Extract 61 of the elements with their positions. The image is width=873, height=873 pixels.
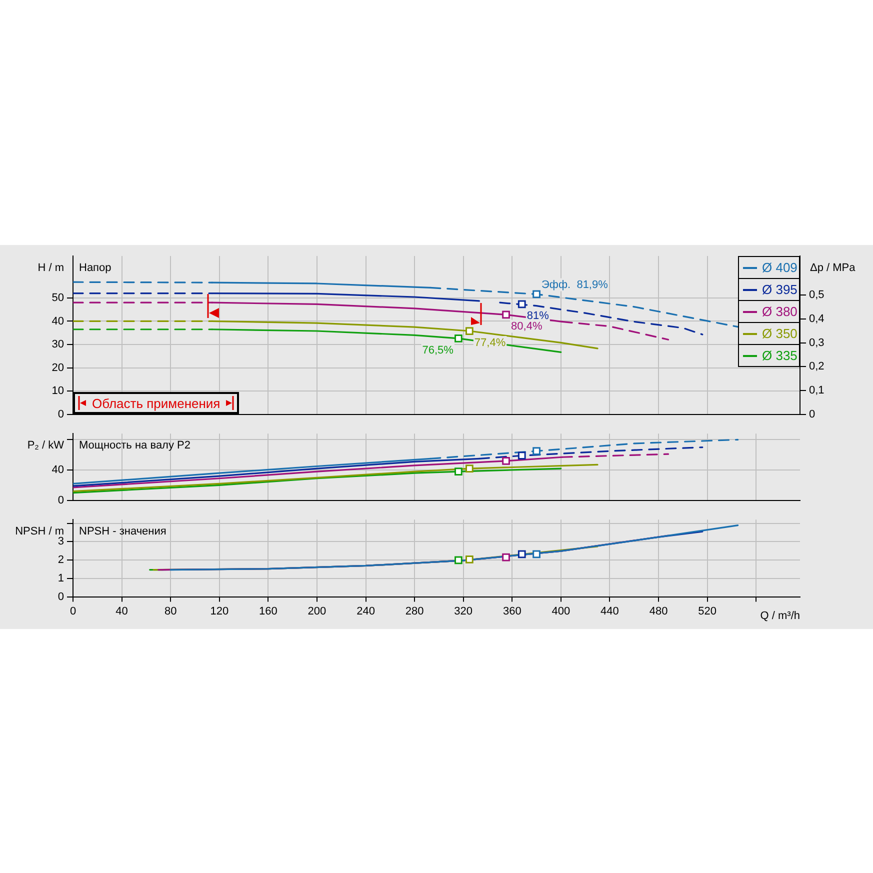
- legend-label: Ø 380: [762, 304, 798, 319]
- point: [518, 300, 526, 308]
- point: [502, 310, 510, 319]
- x-tick-label: 40: [116, 605, 128, 618]
- text: Мощность на валу P2: [79, 440, 190, 452]
- legend-label: Ø 350: [762, 326, 798, 341]
- point: [502, 456, 510, 465]
- annotation: Область применения: [92, 396, 220, 411]
- annotation: 80,4%: [511, 320, 542, 333]
- y-tick-label: 40: [52, 315, 64, 328]
- y2-tick-label: 0,3: [809, 336, 824, 349]
- y2-tick-label: 0,2: [809, 360, 824, 373]
- point: [518, 452, 526, 460]
- y-tick-label: 1: [58, 572, 64, 584]
- point: [466, 464, 474, 472]
- x-tick-label: 520: [698, 605, 716, 618]
- x-axis-title: Q / m³/h: [760, 610, 800, 622]
- annotation: 77,4%: [474, 337, 506, 350]
- y2-axis-title: Δp / MPa: [810, 262, 856, 274]
- point: [454, 468, 462, 476]
- y-tick-label: 0: [58, 590, 64, 603]
- x-tick-label: 280: [405, 605, 424, 618]
- y2-tick-label: 0,1: [809, 384, 824, 397]
- y2-tick-label: 0,5: [809, 289, 824, 302]
- point: [466, 327, 474, 335]
- y-axis-title: NPSH / m: [15, 526, 64, 538]
- annotation: 81%: [526, 310, 550, 322]
- legend-label: Ø 335: [762, 348, 798, 363]
- y2-tick-label: 0,4: [809, 313, 824, 326]
- y2-tick-label: 0: [809, 408, 816, 420]
- x-tick-label: 440: [600, 605, 619, 618]
- point: [532, 447, 540, 455]
- y-tick-label: 40: [52, 464, 64, 476]
- text: Напор: [79, 262, 112, 274]
- y-tick-label: 2: [58, 554, 64, 566]
- legend-label: Ø 395: [762, 282, 798, 297]
- text: NPSH - значения: [79, 526, 166, 538]
- y-tick-label: 0: [58, 408, 64, 420]
- y-tick-label: 20: [52, 362, 64, 374]
- annotation: Эфф. 81,9%: [542, 279, 608, 292]
- y-axis-title: P₂ / kW: [27, 440, 65, 452]
- x-tick-label: 80: [164, 605, 177, 618]
- y-tick-label: 50: [52, 292, 64, 304]
- x-tick-label: 480: [649, 605, 668, 618]
- y-tick-label: 30: [52, 338, 64, 351]
- annotation: 76,5%: [422, 344, 454, 356]
- y-tick-label: 3: [58, 536, 64, 548]
- x-tick-label: 240: [356, 605, 375, 618]
- point: [454, 334, 462, 342]
- x-tick-label: 120: [210, 605, 229, 618]
- legend-label: Ø 409: [762, 260, 798, 275]
- x-tick-label: 320: [454, 605, 473, 618]
- y-axis-title: H / m: [38, 262, 64, 274]
- x-tick-label: 360: [502, 605, 522, 618]
- x-tick-label: 0: [70, 605, 76, 618]
- x-tick-label: 400: [552, 605, 570, 618]
- y-tick-label: 0: [58, 494, 64, 506]
- y-tick-label: 10: [52, 385, 64, 398]
- x-tick-label: 160: [258, 605, 278, 618]
- point: [532, 290, 540, 298]
- x-tick-label: 200: [308, 605, 326, 618]
